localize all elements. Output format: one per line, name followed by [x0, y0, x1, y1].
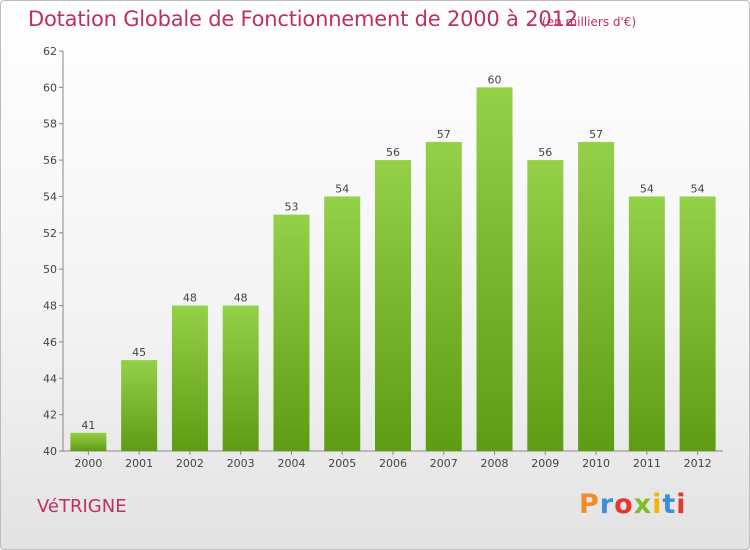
logo-letter: P	[579, 489, 600, 520]
logo-letter: t	[662, 489, 677, 520]
bar-2003	[222, 305, 259, 451]
x-tick-label: 2003	[227, 457, 255, 470]
bars	[70, 87, 716, 451]
x-tick-label: 2002	[176, 457, 204, 470]
bar-2007	[425, 141, 462, 451]
x-tick-label: 2008	[481, 457, 509, 470]
logo-letter: o	[614, 489, 634, 520]
bar-value-label: 56	[538, 146, 552, 159]
x-tick-label: 2000	[74, 457, 102, 470]
bar-2006	[375, 160, 411, 451]
y-tick-label: 42	[43, 409, 57, 422]
bar-2004	[273, 214, 310, 451]
bar-value-label: 53	[284, 201, 298, 214]
y-tick-label: 50	[43, 263, 57, 276]
x-tick-label: 2012	[684, 457, 712, 470]
x-tick-label: 2004	[277, 457, 305, 470]
y-tick-label: 46	[43, 336, 57, 349]
bar-2008	[476, 87, 513, 451]
bar-value-label: 56	[386, 146, 400, 159]
x-tick-label: 2007	[430, 457, 458, 470]
bar-2011	[628, 196, 665, 451]
logo-letter: r	[599, 489, 615, 520]
x-tick-label: 2005	[328, 457, 356, 470]
bar-value-label: 54	[640, 182, 654, 195]
bar-value-label: 54	[691, 182, 705, 195]
bar-value-label: 57	[437, 128, 451, 141]
logo-letter: x	[633, 489, 653, 520]
y-tick-label: 52	[43, 227, 57, 240]
bar-value-label: 54	[335, 182, 349, 195]
logo-letter: i	[676, 489, 687, 520]
x-tick-label: 2010	[582, 457, 610, 470]
bar-value-label: 45	[132, 346, 146, 359]
y-tick-label: 56	[43, 154, 57, 167]
x-tick-label: 2006	[379, 457, 407, 470]
bar-value-label: 41	[81, 419, 95, 432]
bar-2012	[679, 196, 716, 451]
y-tick-label: 48	[43, 300, 57, 313]
town-name: VéTRIGNE	[37, 496, 127, 517]
chart-unit-note: (en milliers d'€)	[542, 15, 637, 29]
x-tick-label: 2001	[125, 457, 153, 470]
bar-2001	[121, 360, 158, 451]
y-tick-label: 60	[43, 81, 57, 94]
logo-letter: i	[652, 489, 663, 520]
bar-2010	[578, 141, 615, 451]
y-tick-label: 54	[43, 190, 57, 203]
bar-value-label: 57	[589, 128, 603, 141]
chart-title: Dotation Globale de Fonctionnement de 20…	[28, 7, 578, 31]
proxiti-logo[interactable]: Proxiti	[579, 489, 687, 520]
y-tick-label: 62	[43, 45, 57, 58]
bar-2005	[324, 196, 361, 451]
x-tick-label: 2011	[633, 457, 661, 470]
y-tick-label: 40	[43, 445, 57, 458]
bar-2000	[70, 432, 107, 451]
bar-2002	[171, 305, 208, 451]
bar-value-label: 48	[234, 292, 248, 305]
y-tick-label: 44	[43, 372, 57, 385]
bar-value-label: 48	[183, 292, 197, 305]
bar-value-label: 60	[488, 73, 502, 86]
x-tick-label: 2009	[531, 457, 559, 470]
bar-2009	[527, 160, 564, 451]
labels: 40 42 44 46 48 50 52 54 56 58 60 62 2000 41 2001 45 2002…	[43, 45, 712, 470]
y-tick-label: 58	[43, 118, 57, 131]
